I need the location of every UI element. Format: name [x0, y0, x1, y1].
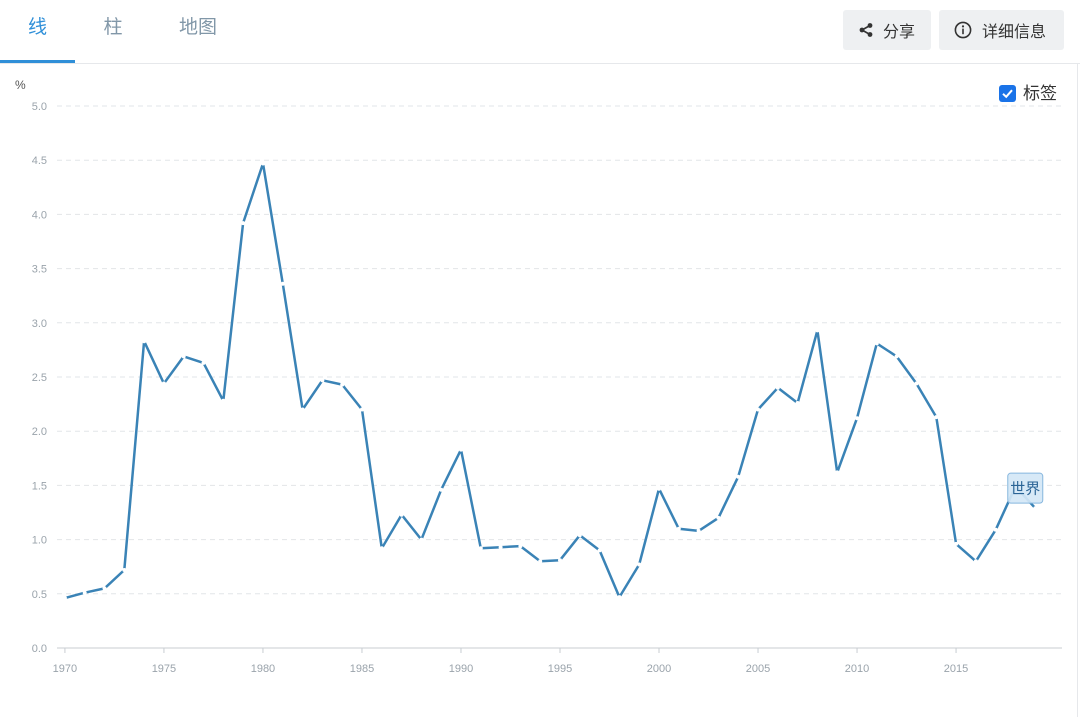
y-tick-label: 1.5 — [32, 480, 47, 492]
y-tick-label: 0.5 — [32, 589, 47, 601]
data-point[interactable] — [102, 586, 107, 591]
data-point[interactable] — [657, 486, 661, 491]
tab-line[interactable]: 线 — [0, 0, 75, 63]
data-point[interactable] — [280, 281, 285, 286]
labels-checkbox[interactable] — [999, 85, 1016, 102]
data-point[interactable] — [775, 385, 780, 390]
data-point[interactable] — [439, 487, 444, 492]
data-point[interactable] — [637, 562, 642, 567]
details-label: 详细信息 — [982, 24, 1047, 41]
data-point[interactable] — [716, 515, 721, 520]
y-tick-label: 5.0 — [32, 101, 47, 113]
check-icon — [1002, 89, 1013, 99]
data-point[interactable] — [597, 548, 602, 553]
data-point[interactable] — [62, 596, 67, 601]
data-point[interactable] — [973, 559, 978, 564]
x-tick-label: 2005 — [746, 663, 770, 675]
data-point[interactable] — [300, 407, 305, 412]
series-label: 世界 — [1007, 472, 1044, 504]
details-button[interactable]: 详细信息 — [939, 10, 1064, 50]
data-point[interactable] — [874, 341, 879, 346]
y-tick-label: 3.0 — [32, 318, 47, 330]
x-tick-label: 2010 — [845, 663, 869, 675]
series-label-box — [1007, 472, 1044, 504]
data-point[interactable] — [181, 354, 186, 359]
data-point[interactable] — [399, 512, 404, 517]
y-axis-label: % — [15, 78, 26, 92]
data-point[interactable] — [815, 328, 820, 333]
data-point[interactable] — [993, 527, 998, 532]
tab-bar[interactable]: 柱 — [103, 17, 123, 38]
data-point[interactable] — [340, 382, 345, 387]
data-point[interactable] — [736, 474, 741, 479]
data-point[interactable] — [617, 595, 622, 600]
data-point[interactable] — [894, 354, 899, 359]
data-point[interactable] — [558, 558, 562, 563]
data-point[interactable] — [320, 378, 325, 383]
y-tick-label: 2.5 — [32, 372, 47, 384]
data-point[interactable] — [122, 568, 127, 572]
data-point[interactable] — [142, 339, 147, 344]
data-point[interactable] — [1033, 506, 1038, 511]
y-tick-label: 1.0 — [32, 535, 47, 547]
data-point[interactable] — [82, 590, 87, 595]
data-point[interactable] — [756, 407, 760, 412]
data-point[interactable] — [459, 447, 463, 452]
share-label: 分享 — [883, 24, 916, 41]
data-point[interactable] — [360, 407, 364, 412]
data-point[interactable] — [676, 526, 681, 531]
x-tick-label: 1970 — [53, 663, 77, 675]
x-tick-label: 2000 — [647, 663, 671, 675]
data-point[interactable] — [835, 470, 840, 475]
data-point[interactable] — [161, 381, 166, 386]
y-tick-label: 4.0 — [32, 209, 47, 221]
data-point[interactable] — [498, 545, 503, 550]
series-label-text: 世界 — [1010, 481, 1040, 498]
share-button[interactable]: 分享 — [843, 10, 931, 50]
data-point[interactable] — [934, 415, 939, 420]
data-point[interactable] — [379, 546, 384, 551]
data-point[interactable] — [478, 546, 483, 551]
data-point[interactable] — [538, 559, 543, 564]
data-point[interactable] — [261, 161, 265, 166]
x-tick-label: 1980 — [251, 663, 275, 675]
share-icon — [858, 22, 874, 38]
data-point[interactable] — [577, 533, 582, 538]
chart-toolbar: 线 柱 地图 分享 详细信息 — [0, 0, 1080, 64]
x-tick-label: 1990 — [449, 663, 473, 675]
y-tick-label: 0.0 — [32, 643, 47, 655]
data-point[interactable] — [696, 528, 701, 533]
data-point[interactable] — [518, 544, 523, 549]
data-point[interactable] — [201, 360, 206, 365]
series-line — [64, 162, 1037, 600]
data-point[interactable] — [221, 398, 226, 403]
x-tick-label: 1995 — [548, 663, 572, 675]
x-tick-label: 2015 — [944, 663, 968, 675]
data-point[interactable] — [855, 416, 859, 421]
y-tick-label: 2.0 — [32, 426, 47, 438]
tab-map[interactable]: 地图 — [178, 17, 217, 38]
data-point[interactable] — [795, 401, 800, 405]
data-point[interactable] — [954, 541, 959, 546]
x-tick-label: 1975 — [152, 663, 176, 675]
y-tick-label: 4.5 — [32, 155, 47, 167]
data-point[interactable] — [419, 537, 424, 542]
labels-checkbox-label[interactable]: 标签 — [1023, 84, 1057, 103]
info-icon — [954, 21, 972, 39]
panel-border — [1077, 64, 1078, 717]
data-point[interactable] — [241, 221, 246, 226]
x-tick-label: 1985 — [350, 663, 374, 675]
y-tick-label: 3.5 — [32, 264, 47, 276]
data-point[interactable] — [914, 381, 919, 386]
